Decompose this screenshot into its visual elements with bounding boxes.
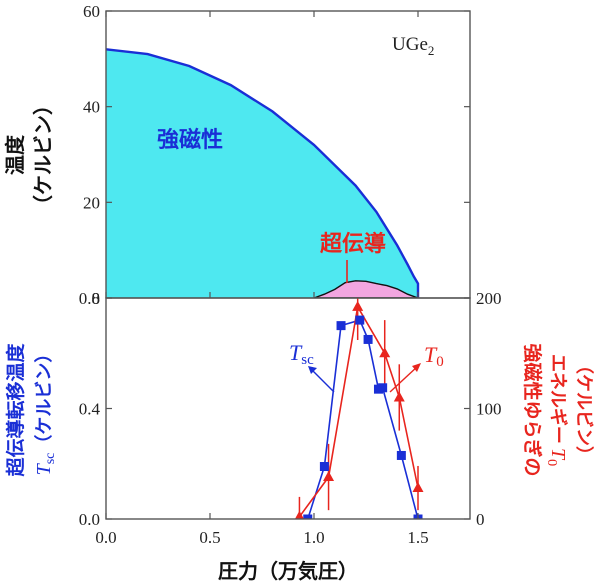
tsc-arrow [309, 367, 335, 393]
ferromagnetic-label: 強磁性 [157, 127, 223, 153]
transition-temperature-panel: 0.0 0.4 0.8 0 100 200 0.0 0.5 1.0 1.5 Tsc T0 超伝… [4, 289, 594, 583]
t0-arrow [389, 365, 419, 393]
tsc-data-point [319, 462, 329, 472]
top-y-tick-label: 0 [92, 289, 101, 308]
left-y-tick-label: 0.8 [79, 289, 100, 308]
t0-series-label: T0 [424, 342, 444, 370]
tsc-data-point [363, 334, 373, 344]
top-y-tick-label: 20 [83, 193, 100, 212]
t0-data-point [323, 471, 335, 482]
top-y-tick-label: 40 [83, 98, 100, 117]
x-tick-label: 0.0 [95, 528, 116, 547]
bottom-plot-frame [105, 297, 471, 520]
left-y-axis-title: 超伝導転移温度 [4, 343, 27, 478]
t0-arrow-head [412, 363, 421, 372]
material-label: UGe2 [392, 34, 434, 58]
right-y-ticks: 0 100 200 [464, 289, 502, 529]
t0-markers [294, 300, 424, 519]
left-y-ticks: 0.0 0.4 0.8 [79, 289, 112, 529]
t0-data-point [352, 300, 364, 311]
ferromagnetic-boundary-line [106, 48, 420, 298]
x-axis-title: 圧力（万気圧） [218, 559, 358, 583]
right-y-axis-subtitle: エネルギーT0 [544, 354, 569, 466]
right-y-tick-label: 200 [476, 289, 502, 308]
top-y-ticks: 0 20 40 60 [83, 2, 470, 308]
left-y-axis-subtitle: Tsc（ケルビン） [33, 345, 58, 476]
tsc-series-label: Tsc [289, 340, 314, 368]
x-tick-label: 1.5 [407, 528, 428, 547]
tsc-arrow-head [308, 366, 317, 374]
tsc-data-point [396, 450, 406, 460]
phase-diagram-panel: 0 20 40 60 UGe2 強磁性 超伝導 温度 （ケルビン） [3, 2, 471, 308]
t0-data-point [412, 482, 424, 493]
left-y-tick-label: 0.4 [79, 400, 101, 419]
right-y-tick-label: 100 [476, 400, 502, 419]
t0-data-point [379, 347, 391, 358]
top-y-axis-unit: （ケルビン） [31, 95, 55, 215]
right-y-axis-unit: （ケルビン） [573, 356, 594, 464]
tsc-data-point [378, 383, 388, 393]
top-x-ticks [105, 11, 419, 298]
top-y-axis-title: 温度 [3, 134, 27, 175]
t0-data-point [393, 391, 405, 402]
x-ticks: 0.0 0.5 1.0 1.5 [95, 513, 429, 547]
t0-series-line [298, 304, 419, 518]
tsc-data-point [336, 321, 346, 331]
x-tick-label: 0.5 [199, 528, 220, 547]
right-y-tick-label: 0 [476, 510, 485, 529]
ferromagnetic-region [106, 49, 418, 298]
superconductivity-label: 超伝導 [320, 231, 386, 257]
t0-data-point [294, 510, 304, 519]
left-y-tick-label: 0.0 [79, 510, 100, 529]
tsc-data-point [355, 315, 365, 325]
right-y-axis-title: 強磁性ゆらぎの [521, 343, 544, 476]
tsc-data-point [303, 514, 313, 519]
superconducting-dome [313, 280, 419, 298]
top-y-tick-label: 60 [83, 2, 100, 21]
x-tick-label: 1.0 [303, 528, 324, 547]
tsc-series-line [307, 319, 419, 519]
